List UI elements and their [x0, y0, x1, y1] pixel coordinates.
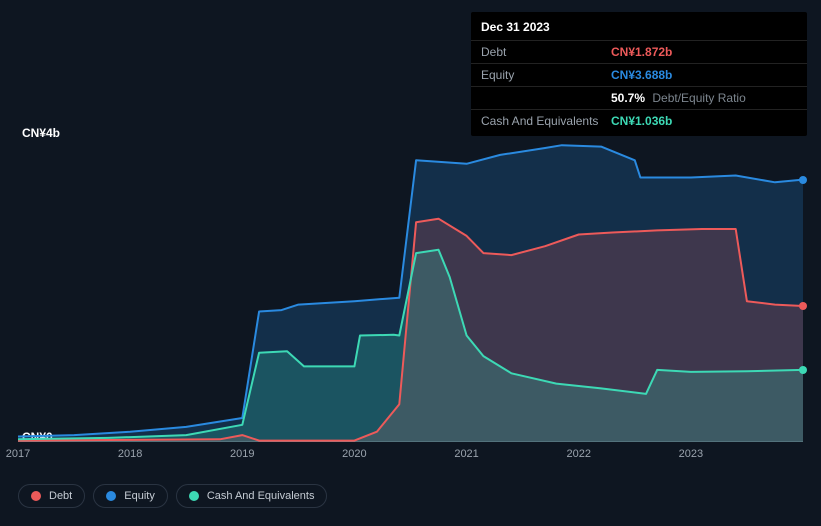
chart-tooltip: Dec 31 2023 Debt CN¥1.872b Equity CN¥3.6…	[471, 12, 807, 136]
series-end-marker	[799, 366, 807, 374]
legend-item[interactable]: Debt	[18, 484, 85, 508]
legend-item[interactable]: Equity	[93, 484, 168, 508]
tooltip-row-ratio: 50.7% Debt/Equity Ratio	[471, 87, 807, 110]
tooltip-label: Debt	[481, 45, 611, 59]
chart-svg	[18, 126, 803, 442]
tooltip-date: Dec 31 2023	[471, 12, 807, 41]
series-end-marker	[799, 302, 807, 310]
chart-plot-area[interactable]	[18, 126, 803, 442]
x-axis-tick: 2023	[679, 448, 703, 460]
x-axis-tick: 2017	[6, 448, 30, 460]
chart-legend: Debt Equity Cash And Equivalents	[18, 484, 327, 508]
tooltip-row-equity: Equity CN¥3.688b	[471, 64, 807, 87]
legend-label: Debt	[49, 490, 72, 502]
series-end-marker	[799, 176, 807, 184]
tooltip-row-cash: Cash And Equivalents CN¥1.036b	[471, 110, 807, 136]
x-axis-tick: 2018	[118, 448, 142, 460]
x-axis-tick: 2020	[342, 448, 366, 460]
tooltip-value-debt: CN¥1.872b	[611, 45, 672, 59]
tooltip-row-debt: Debt CN¥1.872b	[471, 41, 807, 64]
tooltip-value-cash: CN¥1.036b	[611, 114, 672, 128]
legend-marker-icon	[106, 491, 116, 501]
tooltip-value-ratio: 50.7%	[611, 91, 645, 105]
legend-label: Equity	[124, 490, 155, 502]
tooltip-value-equity: CN¥3.688b	[611, 68, 672, 82]
legend-marker-icon	[189, 491, 199, 501]
legend-label: Cash And Equivalents	[207, 490, 315, 502]
x-axis-tick: 2019	[230, 448, 254, 460]
x-axis-tick: 2022	[566, 448, 590, 460]
tooltip-label: Equity	[481, 68, 611, 82]
tooltip-label	[481, 91, 611, 105]
legend-item[interactable]: Cash And Equivalents	[176, 484, 328, 508]
legend-marker-icon	[31, 491, 41, 501]
tooltip-ratio-suffix: Debt/Equity Ratio	[652, 91, 745, 105]
tooltip-label: Cash And Equivalents	[481, 114, 611, 128]
x-axis-tick: 2021	[454, 448, 478, 460]
x-axis: 2017201820192020202120222023	[18, 448, 803, 468]
